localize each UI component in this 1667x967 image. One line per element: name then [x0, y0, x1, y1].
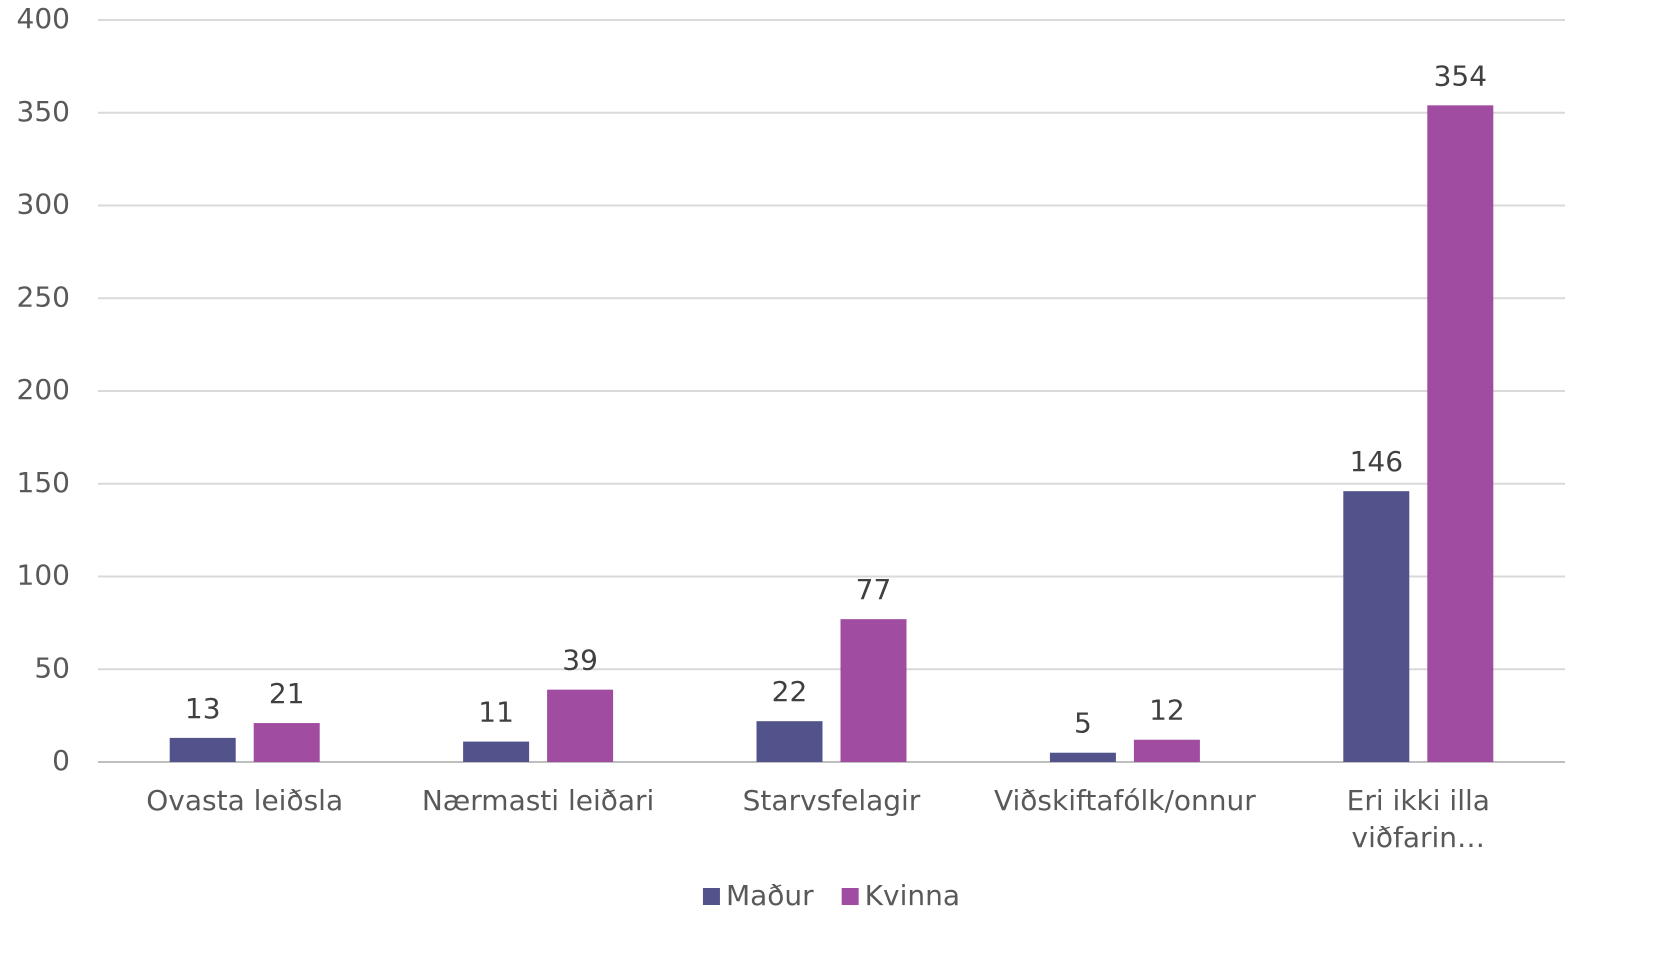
x-tick-label: Nærmasti leiðari [422, 784, 655, 817]
legend-label: Kvinna [865, 879, 960, 912]
y-tick-label: 350 [17, 95, 70, 128]
value-label: 77 [856, 573, 892, 606]
bar [1427, 105, 1494, 762]
value-label: 354 [1434, 59, 1487, 92]
bar [253, 723, 320, 762]
y-tick-label: 50 [34, 651, 70, 684]
legend-swatch [702, 888, 720, 905]
bar [463, 741, 530, 762]
value-label: 13 [185, 692, 221, 725]
y-tick-label: 0 [52, 744, 70, 777]
bar [1049, 752, 1116, 762]
y-tick-label: 250 [17, 280, 70, 313]
bar [169, 737, 236, 762]
x-tick-label: Viðskiftafólk/onnur [994, 784, 1256, 817]
legend-swatch [841, 888, 859, 905]
y-tick-label: 400 [17, 2, 70, 35]
value-label: 5 [1074, 707, 1092, 740]
bar [1343, 491, 1410, 762]
value-label: 12 [1149, 694, 1185, 727]
value-label: 11 [478, 696, 514, 729]
value-label: 39 [562, 644, 598, 677]
legend-label: Maður [726, 879, 814, 912]
y-tick-label: 200 [17, 373, 70, 406]
legend: Maður Kvinna [702, 879, 960, 912]
x-tick-label: Eri ikki illa viðfarin… [1347, 784, 1490, 854]
value-label: 21 [269, 677, 305, 710]
bar [756, 721, 823, 762]
x-tick-label: Starvsfelagir [743, 784, 921, 817]
y-tick-label: 300 [17, 188, 70, 221]
bar [547, 689, 614, 762]
value-label: 146 [1350, 445, 1403, 478]
y-tick-label: 150 [17, 466, 70, 499]
bar [1133, 739, 1200, 762]
bar [840, 619, 907, 762]
y-tick-label: 100 [17, 559, 70, 592]
x-tick-label: Ovasta leiðsla [146, 784, 343, 817]
value-label: 22 [772, 675, 808, 708]
